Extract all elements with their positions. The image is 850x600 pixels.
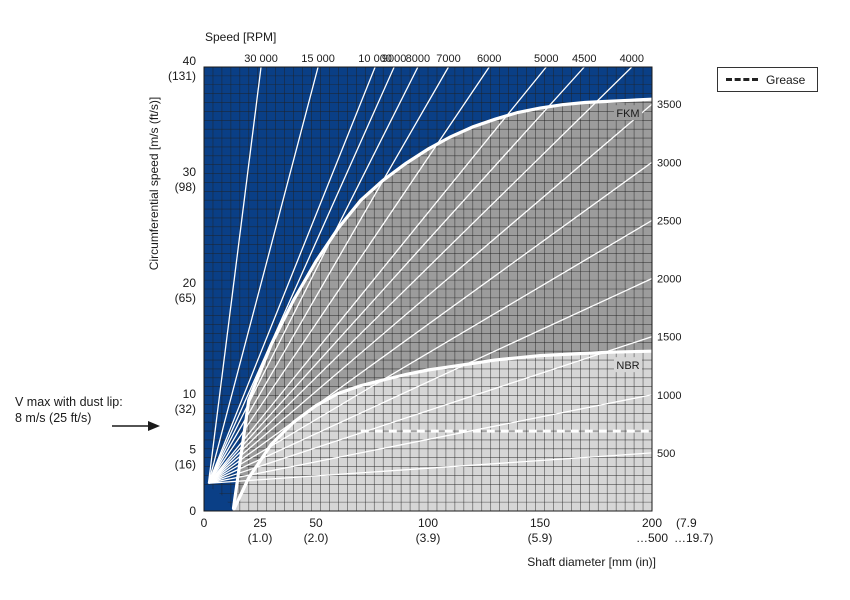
chart-title: Speed [RPM] [205,30,276,44]
rpm-line [208,161,652,484]
rpm-line [208,452,652,484]
x-tick-label: 0 [201,516,208,530]
rpm-label-top: 10 000 [358,53,392,65]
x-tick-label: 25 [253,516,267,530]
x-tick-sublabel: …500 [636,531,668,545]
rpm-label-right: 3000 [657,157,681,169]
rpm-label-top: 7000 [436,53,460,65]
rpm-label-top: 15 000 [301,53,335,65]
rpm-line [207,67,490,484]
rpm-line [208,67,633,484]
rpm-line [207,67,450,484]
rpm-label-right: 2000 [657,274,681,286]
rpm-label-top: 9000 [382,53,406,65]
y-tick-label: 40 [183,54,197,68]
x-tick-sublabel: (5.9) [528,531,553,545]
rpm-label-right: 1000 [657,390,681,402]
y-axis-label: Circumferential speed [m/s (ft/s)] [147,97,161,270]
rpm-line [207,67,419,484]
y-tick-sublabel: (98) [175,180,196,194]
rpm-line [207,67,319,484]
fkm-boundary-line [231,97,652,511]
y-tick-label: 10 [183,387,197,401]
zone-label-bg [614,105,642,121]
rpm-line [207,67,376,484]
y-tick-sublabel: (131) [168,69,196,83]
legend-label: Grease [766,72,806,87]
x-extra-sublabel: …19.7) [674,531,713,545]
rpm-line [208,277,652,484]
y-tick-label: 30 [183,165,197,179]
rpm-line [208,336,652,484]
x-tick-sublabel: (3.9) [416,531,441,545]
legend-dash-icon [726,78,758,81]
x-tick-sublabel: (2.0) [304,531,329,545]
x-tick-label: 200 [642,516,662,530]
rpm-line [207,67,547,484]
annotation-arrow [112,421,160,431]
y-tick-sublabel: (65) [175,291,196,305]
rpm-line [207,67,585,484]
zone-label-fkm: FKM [616,108,639,120]
x-axis-label: Shaft diameter [mm (in)] [527,555,656,569]
y-tick-label: 20 [183,276,197,290]
rpm-line [207,67,262,484]
rpm-line [208,219,652,484]
zone-label-bg [614,357,642,373]
legend: Grease [717,67,818,92]
plot-frame [203,66,653,512]
y-tick-sublabel: (16) [175,458,196,472]
arrow-head-icon [148,421,160,431]
origin-hub [204,486,234,511]
rpm-label-right: 3500 [657,99,681,111]
x-extra-label: (7.9 [676,516,697,530]
rpm-line [208,103,652,484]
rpm-label-top: 8000 [406,53,430,65]
x-tick-sublabel: (1.0) [248,531,273,545]
x-tick-label: 100 [418,516,438,530]
x-tick-label: 150 [530,516,550,530]
annotation-line-2: 8 m/s (25 ft/s) [15,411,92,425]
x-tick-label: 50 [309,516,323,530]
nbr-boundary-line [231,349,652,511]
rpm-label-top: 4500 [572,53,596,65]
zone-label-nbr: NBR [616,360,639,372]
rpm-line [207,67,395,484]
y-tick-label: 5 [189,443,196,457]
y-tick-label: 0 [189,504,196,518]
rpm-label-right: 500 [657,448,675,460]
rpm-label-top: 6000 [477,53,501,65]
rpm-line [208,394,652,484]
rpm-label-top: 30 000 [244,53,278,65]
rpm-label-right: 2500 [657,215,681,227]
y-tick-sublabel: (32) [175,402,196,416]
annotation-line-1: V max with dust lip: [15,395,123,409]
rpm-label-top: 5000 [534,53,558,65]
rpm-label-right: 1500 [657,332,681,344]
dust-lip-annotation: V max with dust lip: 8 m/s (25 ft/s) [15,394,123,426]
rpm-label-top: 4000 [620,53,644,65]
plot-area: FKM NBR [204,67,652,511]
